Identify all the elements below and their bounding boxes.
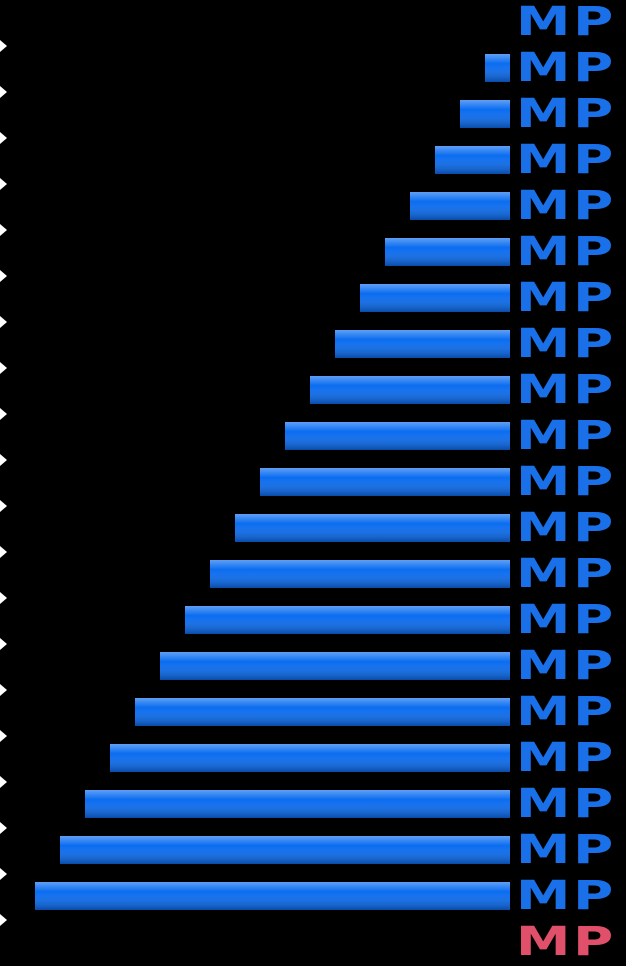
edge-notch [0,500,7,512]
edge-notch [0,362,7,374]
mp-label: MP [516,781,616,827]
mp-label: MP [516,91,616,137]
mp-label: MP [516,321,616,367]
mp-bar-shade [410,192,510,220]
edge-notch [0,730,7,742]
edge-notch [0,454,7,466]
mp-bar-shade [460,100,510,128]
edge-notch [0,86,7,98]
edge-notch [0,316,7,328]
mp-label: MP [516,689,616,735]
mp-bar-shade [360,284,510,312]
edge-notch [0,868,7,880]
mp-bar-shade [85,790,510,818]
mp-label: MP [516,229,616,275]
mp-bar-shade [485,54,510,82]
mp-bar-shade [385,238,510,266]
mp-bar-shade [235,514,510,542]
mp-label: MP [516,183,616,229]
edge-notch [0,40,7,52]
mp-label: MP [516,551,616,597]
mp-bar-shade [35,882,510,910]
mp-label: MP [516,505,616,551]
edge-notch [0,224,7,236]
mp-bar-shade [135,698,510,726]
mp-label: MP [516,643,616,689]
mp-label: MP [516,919,616,965]
mp-label: MP [516,459,616,505]
mp-label: MP [516,275,616,321]
mp-label: MP [516,597,616,643]
mp-bar-shade [110,744,510,772]
mp-bar-shade [60,836,510,864]
mp-bar-shade [335,330,510,358]
edge-notch [0,408,7,420]
mp-bar-shade [435,146,510,174]
mp-label: MP [516,367,616,413]
mp-bar-shade [185,606,510,634]
mp-label: MP [516,137,616,183]
mp-bar-shade [160,652,510,680]
edge-notch [0,132,7,144]
mp-label: MP [516,0,616,45]
mp-label: MP [516,413,616,459]
mp-label: MP [516,735,616,781]
mp-bar-shade [310,376,510,404]
edge-notch [0,546,7,558]
edge-notch [0,822,7,834]
edge-notch [0,638,7,650]
mp-bar-shade [260,468,510,496]
edge-notch [0,178,7,190]
edge-notch [0,592,7,604]
mp-label: MP [516,827,616,873]
edge-notch [0,684,7,696]
mp-label: MP [516,45,616,91]
mp-bar-shade [210,560,510,588]
edge-notch [0,776,7,788]
edge-notch [0,270,7,282]
edge-notch [0,914,7,926]
mp-bar-shade [285,422,510,450]
mp-label: MP [516,873,616,919]
